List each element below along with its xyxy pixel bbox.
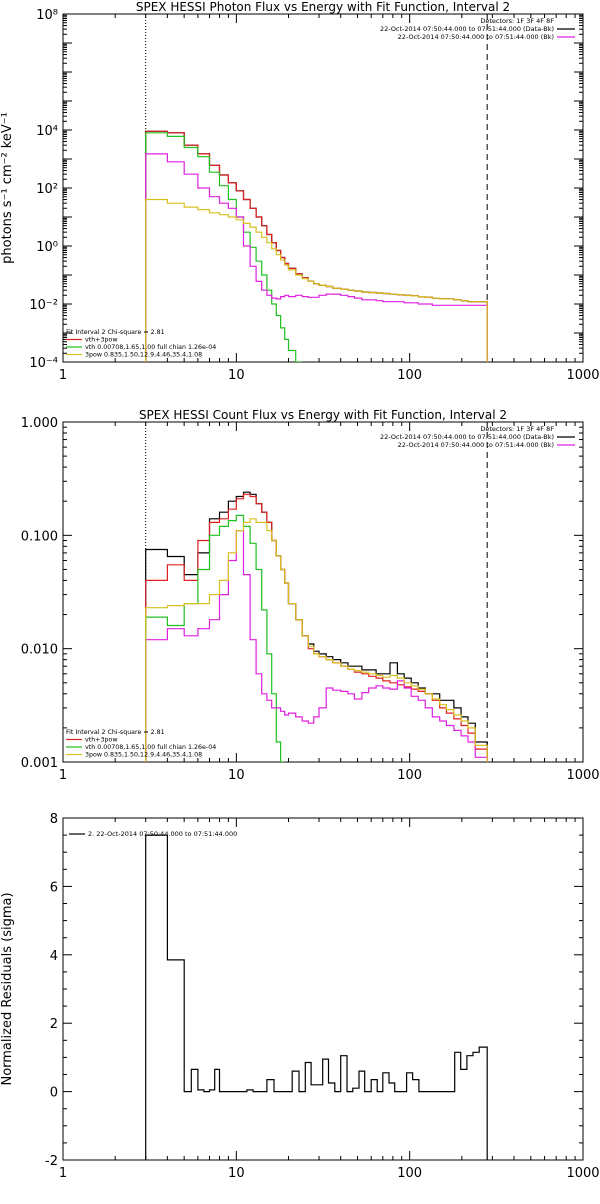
series-histogram-3: [145, 514, 285, 762]
y-tick-label: 4: [50, 949, 58, 964]
x-tick-label: 10: [228, 1166, 245, 1181]
x-tick-label: 1000: [566, 768, 599, 783]
panel-3: 1 10 100 1000 -2 0 2 4 6 8 Normalized Residuals (s…: [0, 812, 600, 1181]
series-histogram-1: [145, 130, 488, 362]
y-tick-label: 10⁻²: [29, 298, 58, 313]
y-tick-label: -2: [45, 1154, 58, 1169]
data-series-group: [145, 491, 488, 762]
data-series-group: [145, 834, 488, 1160]
x-tick-label: 10: [228, 368, 245, 383]
legend-bottom-left-entry: vth 0.00708,1.65,1.00 full chian 1.26e-0…: [85, 744, 216, 751]
legend-bottom-left-entry: 3pow 0.835,1.50,12.9,4.46,35.4,1.08: [85, 352, 202, 359]
x-tick-label: 100: [397, 1166, 422, 1181]
data-series-group: [145, 130, 488, 362]
legend-bottom-left-entry: Fit Interval 2 Chi-square = 2.81: [66, 729, 165, 736]
y-tick-label: 0: [50, 1086, 58, 1101]
x-tick-label: 100: [397, 368, 422, 383]
legend-top-right-entry: Detectors: 1F 3F 4F 8F: [480, 17, 554, 25]
series-histogram-2: [145, 493, 488, 762]
legend-top-right-entry: 22-Oct-2014 07:50:44.000 to 07:51:44.000…: [380, 433, 554, 441]
legend-bottom-left-entry: vth+3pow: [85, 737, 117, 744]
y-tick-label: 2: [50, 1017, 58, 1032]
legend-top-left-entry: 2. 22-Oct-2014 07:50:44.000 to 07:51:44.…: [88, 830, 237, 838]
legend-bottom-left-entry: 3pow 0.835,1.50,12.9,4.46,35.4,1.08: [85, 752, 202, 759]
x-tick-label: 1: [59, 368, 67, 383]
y-tick-label: 10⁸: [36, 8, 58, 23]
y-tick-label: 8: [50, 812, 58, 827]
x-tick-label: 10: [228, 768, 245, 783]
x-tick-label: 1: [59, 768, 67, 783]
y-tick-label: 1.000: [21, 416, 58, 431]
y-tick-label: 10⁰: [36, 240, 58, 255]
panel-2: SPEX HESSI Count Flux vs Energy with Fit…: [21, 408, 600, 783]
y-tick-label: 10²: [36, 182, 58, 197]
series-histogram-5: [145, 518, 488, 762]
x-tick-label: 1000: [566, 368, 599, 383]
plot-frame: [62, 421, 584, 763]
legend-top-right-entry: Detectors: 1F 3F 4F 8F: [480, 425, 554, 433]
y-axis-label: photons s⁻¹ cm⁻² keV⁻¹: [0, 112, 15, 264]
y-tick-label: 0.010: [21, 643, 58, 658]
panel-1: SPEX HESSI Photon Flux vs Energy with Fi…: [0, 0, 600, 383]
x-tick-label: 1000: [566, 1166, 599, 1181]
legend-top-right-entry: 22-Oct-2014 07:50:44.000 to 07:51:44.000…: [398, 33, 554, 41]
y-tick-label: 10⁻⁴: [29, 356, 58, 371]
x-tick-label: 1: [59, 1166, 67, 1181]
chart-title: SPEX HESSI Count Flux vs Energy with Fit…: [139, 408, 507, 422]
y-tick-label: 10⁴: [36, 124, 58, 139]
y-tick-label: 0.001: [21, 756, 58, 771]
y-tick-label: 6: [50, 880, 58, 895]
y-axis-label: Normalized Residuals (sigma): [0, 892, 15, 1085]
x-tick-label: 100: [397, 768, 422, 783]
y-tick-label: 0.100: [21, 529, 58, 544]
legend-top-right-entry: 22-Oct-2014 07:50:44.000 to 07:51:44.000…: [398, 441, 554, 449]
series-histogram-4: [145, 153, 488, 362]
series-histogram-5: [145, 198, 488, 362]
plot-frame: [62, 13, 584, 363]
chart-title: SPEX HESSI Photon Flux vs Energy with Fi…: [136, 0, 510, 14]
series-histogram-3: [145, 132, 303, 362]
series-histogram-1: [145, 834, 488, 1160]
plot-frame: [62, 817, 584, 1161]
legend-bottom-left-entry: Fit Interval 2 Chi-square = 2.81: [66, 329, 165, 336]
series-histogram-2: [145, 130, 488, 362]
legend-bottom-left-entry: vth 0.00708,1.65,1.00 full chian 1.26e-0…: [85, 344, 216, 351]
legend-top-right-entry: 22-Oct-2014 07:50:44.000 to 07:51:44.000…: [380, 25, 554, 33]
series-histogram-1: [145, 491, 488, 762]
legend-bottom-left-entry: vth+3pow: [85, 337, 117, 344]
series-histogram-4: [145, 529, 488, 762]
